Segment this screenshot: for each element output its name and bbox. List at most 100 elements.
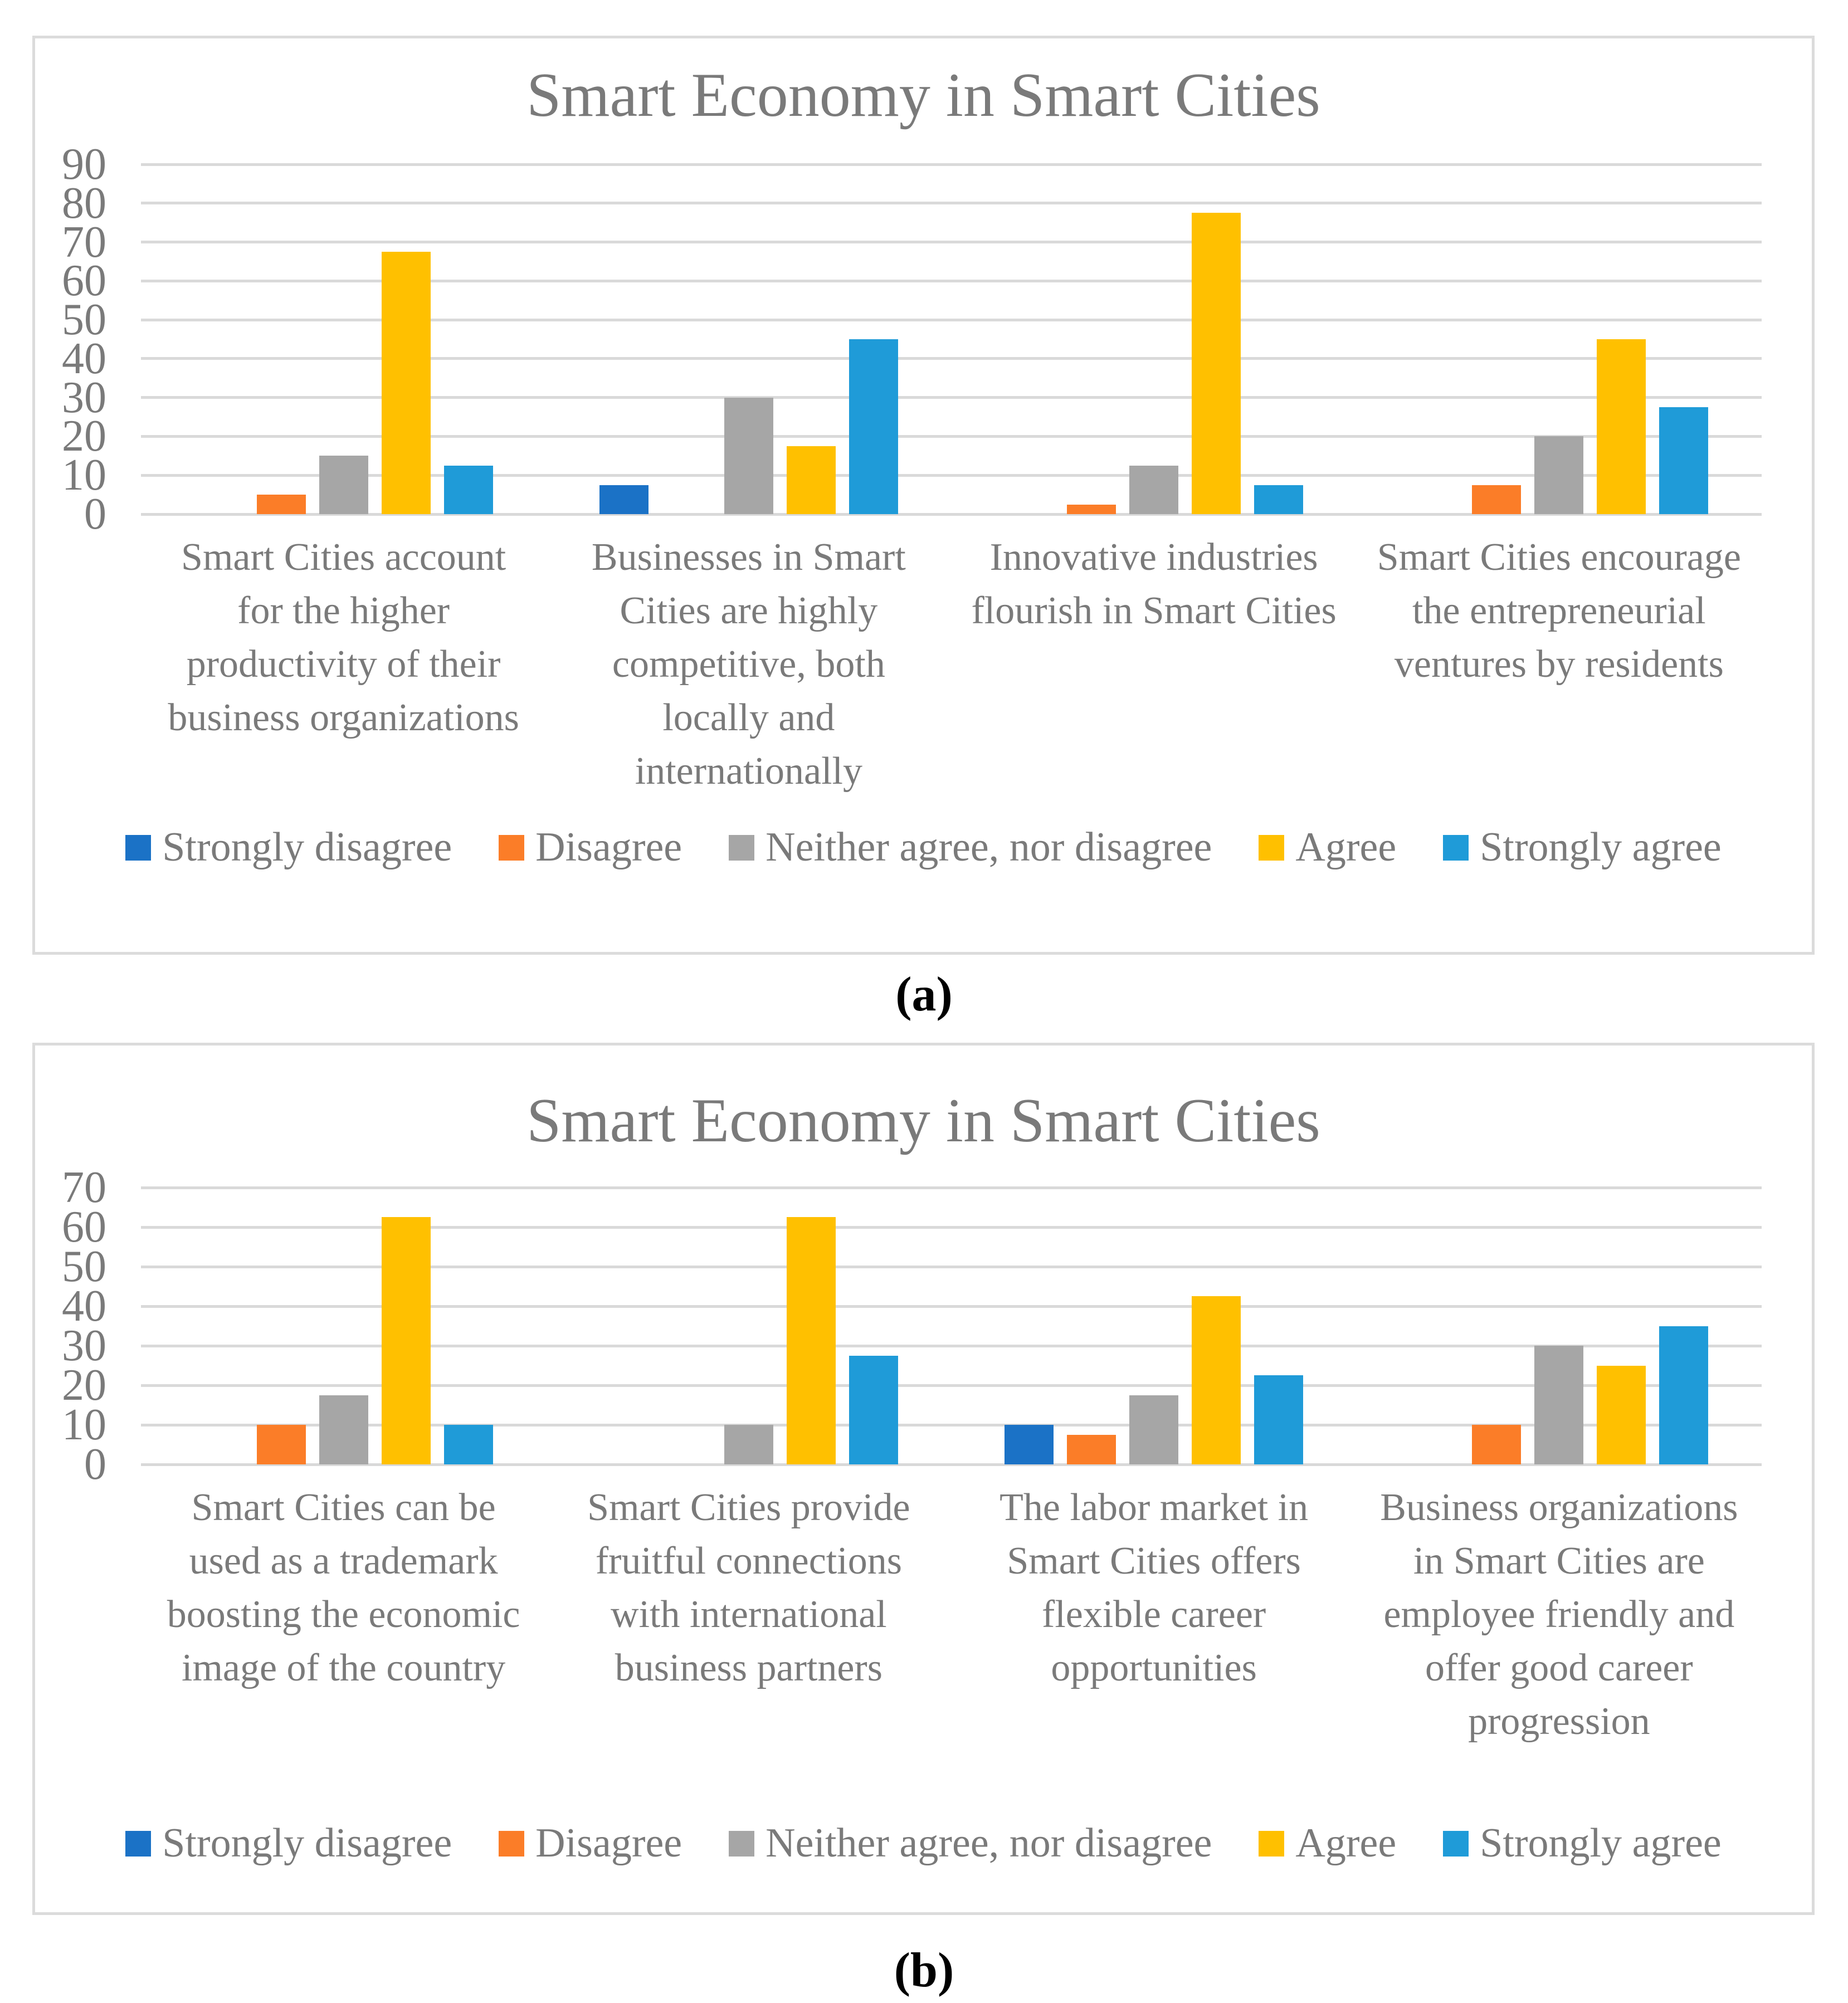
legend-swatch bbox=[1443, 834, 1469, 861]
legend-swatch bbox=[1259, 1830, 1285, 1857]
bar bbox=[1534, 1346, 1584, 1464]
bar bbox=[1597, 339, 1646, 514]
category-label: Smart Cities provide fruitful connection… bbox=[587, 1486, 910, 1689]
bar bbox=[1129, 1395, 1179, 1464]
category-label: Smart Cities can be used as a trademark … bbox=[167, 1486, 520, 1689]
bar bbox=[1067, 1434, 1116, 1464]
legend-swatch bbox=[729, 834, 755, 861]
category-label: Smart Cities encourage the entrepreneuri… bbox=[1377, 536, 1741, 686]
caption-b: (b) bbox=[894, 1943, 954, 1997]
bar bbox=[1192, 1296, 1241, 1464]
bar bbox=[1472, 485, 1522, 514]
gridline bbox=[141, 357, 1762, 360]
bar-group bbox=[952, 164, 1357, 514]
category-labels: Smart Cities account for the higher prod… bbox=[141, 531, 1762, 798]
bar bbox=[319, 456, 368, 514]
y-tick-label: 30 bbox=[62, 1321, 106, 1370]
gridline bbox=[141, 473, 1762, 477]
bar bbox=[1597, 1365, 1646, 1464]
bar bbox=[381, 1217, 431, 1464]
legend-item: Disagree bbox=[499, 1820, 682, 1866]
legend-swatch bbox=[1443, 1830, 1469, 1857]
category-label: Businesses in Smart Cities are highly co… bbox=[591, 536, 906, 793]
plot-area bbox=[141, 1186, 1762, 1466]
legend: Strongly disagree Disagree Neither agree, … bbox=[35, 824, 1812, 870]
legend-label: Neither agree, nor disagree bbox=[765, 824, 1212, 870]
chart-panel-a: Smart Economy in Smart Cities 0 10 20 30 40 5… bbox=[32, 36, 1815, 955]
legend-label: Neither agree, nor disagree bbox=[765, 1820, 1212, 1866]
bar bbox=[849, 1355, 898, 1464]
category-label: Smart Cities account for the higher prod… bbox=[168, 536, 519, 739]
bar bbox=[599, 485, 648, 514]
category-label: Innovative industries flourish in Smart … bbox=[971, 536, 1337, 632]
y-axis: 0 10 20 30 40 50 60 70 bbox=[35, 1165, 141, 1487]
gridline bbox=[141, 1265, 1762, 1268]
legend-label: Disagree bbox=[535, 1820, 682, 1866]
bar bbox=[443, 465, 493, 514]
bar bbox=[1129, 465, 1179, 514]
legend-item: Neither agree, nor disagree bbox=[729, 1820, 1212, 1866]
y-tick-label: 10 bbox=[62, 451, 106, 500]
gridline bbox=[141, 318, 1762, 321]
gridline bbox=[141, 1463, 1762, 1466]
bar bbox=[1254, 1375, 1304, 1464]
bar bbox=[1659, 407, 1709, 514]
bar bbox=[1472, 1425, 1522, 1464]
bar bbox=[381, 252, 431, 514]
y-tick-label: 10 bbox=[62, 1400, 106, 1449]
legend-label: Agree bbox=[1295, 824, 1397, 870]
y-tick-label: 0 bbox=[84, 490, 106, 539]
bar bbox=[443, 1425, 493, 1464]
legend-label: Strongly disagree bbox=[162, 824, 452, 870]
legend-item: Neither agree, nor disagree bbox=[729, 824, 1212, 870]
legend-swatch bbox=[499, 1830, 525, 1857]
y-tick-label: 80 bbox=[62, 178, 106, 228]
bar bbox=[1534, 436, 1584, 514]
chart-title: Smart Economy in Smart Cities bbox=[526, 1086, 1320, 1155]
bar-group bbox=[952, 1188, 1357, 1464]
bar-group bbox=[141, 164, 546, 514]
gridline bbox=[141, 1186, 1762, 1189]
legend-label: Strongly disagree bbox=[162, 1820, 452, 1866]
gridline bbox=[141, 1384, 1762, 1387]
bar bbox=[319, 1395, 368, 1464]
plot-wrap: 0 10 20 30 40 50 60 70 80 90 bbox=[35, 142, 1812, 536]
legend-swatch bbox=[125, 834, 152, 861]
bar-group bbox=[546, 1188, 951, 1464]
y-tick-label: 30 bbox=[62, 373, 106, 422]
chart-title: Smart Economy in Smart Cities bbox=[526, 61, 1320, 130]
plot-area bbox=[141, 163, 1762, 516]
legend-label: Agree bbox=[1295, 1820, 1397, 1866]
bar-groups bbox=[141, 1188, 1762, 1464]
y-tick-label: 40 bbox=[62, 1282, 106, 1331]
bar bbox=[786, 1217, 836, 1464]
bar-group bbox=[141, 1188, 546, 1464]
plot-wrap: 0 10 20 30 40 50 60 70 bbox=[35, 1165, 1812, 1487]
bar-group bbox=[546, 164, 951, 514]
bar-group bbox=[1357, 164, 1762, 514]
legend-item: Strongly agree bbox=[1443, 824, 1722, 870]
bar bbox=[724, 1425, 773, 1464]
y-tick-label: 60 bbox=[62, 1203, 106, 1252]
category-label: Business organizations in Smart Cities a… bbox=[1380, 1486, 1738, 1743]
bar bbox=[724, 397, 773, 514]
bar bbox=[1005, 1425, 1054, 1464]
gridline bbox=[141, 1225, 1762, 1229]
bar bbox=[786, 446, 836, 514]
gridline bbox=[141, 1344, 1762, 1347]
legend-swatch bbox=[729, 1830, 755, 1857]
y-axis: 0 10 20 30 40 50 60 70 80 90 bbox=[35, 142, 141, 536]
y-tick-label: 0 bbox=[84, 1440, 106, 1489]
category-label: The labor market in Smart Cities offers … bbox=[999, 1486, 1309, 1689]
bar bbox=[1067, 504, 1116, 514]
legend-label: Strongly agree bbox=[1480, 1820, 1722, 1866]
y-tick-label: 20 bbox=[62, 412, 106, 461]
category-labels: Smart Cities can be used as a trademark … bbox=[141, 1481, 1762, 1748]
bar-groups bbox=[141, 164, 1762, 514]
bar bbox=[256, 1425, 306, 1464]
gridline bbox=[141, 1305, 1762, 1308]
chart-panel-b: Smart Economy in Smart Cities 0 10 20 30 40 5… bbox=[32, 1043, 1815, 1915]
legend-label: Disagree bbox=[535, 824, 682, 870]
legend-swatch bbox=[499, 834, 525, 861]
caption-a: (a) bbox=[895, 968, 953, 1022]
